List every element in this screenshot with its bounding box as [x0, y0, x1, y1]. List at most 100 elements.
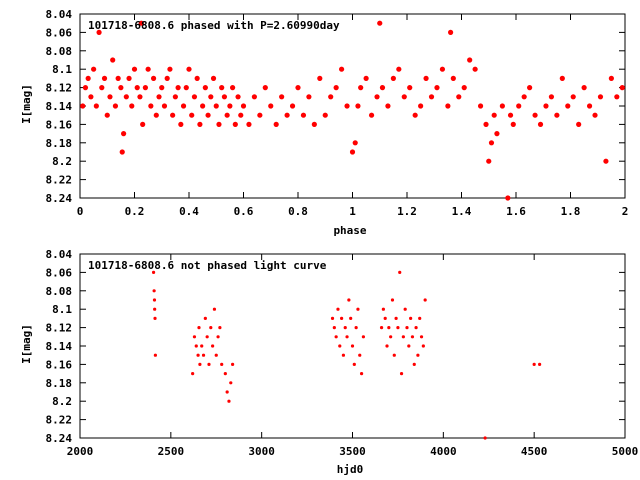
phased-data-point — [401, 94, 407, 100]
unphased-data-point — [389, 335, 393, 339]
unphased-x-tick-label: 4000 — [430, 445, 457, 458]
phased-y-tick-label: 8.16 — [46, 118, 73, 131]
unphased-data-point — [418, 316, 422, 320]
phased-data-point — [472, 66, 478, 72]
phased-data-point — [507, 112, 514, 118]
phased-x-tick-label: 1 — [349, 205, 356, 218]
unphased-data-point — [203, 316, 207, 320]
phased-data-point — [118, 85, 124, 91]
phased-data-point — [322, 112, 328, 118]
phased-data-point — [85, 75, 91, 81]
phased-data-point — [532, 112, 538, 118]
phased-chart: 8.04 8.06 8.08 8.1 8.12 8.14 8.16 8.18 8.2 8.22 8.… — [20, 8, 628, 237]
unphased-data-point — [394, 316, 398, 320]
phased-y-tick-label: 8.24 — [46, 192, 73, 205]
phased-points — [80, 20, 625, 201]
phased-data-point — [189, 112, 195, 118]
unphased-data-point — [409, 316, 413, 320]
phased-data-point — [138, 20, 144, 26]
unphased-data-point — [412, 362, 416, 366]
phased-data-point — [317, 75, 323, 81]
unphased-data-point — [352, 362, 356, 366]
phased-data-point — [300, 112, 307, 118]
phased-data-point — [134, 85, 140, 91]
phased-data-point — [186, 66, 192, 72]
unphased-data-point — [153, 316, 157, 320]
unphased-data-point — [538, 362, 542, 366]
phased-data-point — [537, 121, 544, 127]
unphased-ticks: 8.04 8.06 8.08 8.1 8.12 8.14 8.16 8.18 8.2 8.22 8.… — [46, 248, 639, 458]
phased-data-point — [445, 103, 451, 109]
unphased-chart: 8.04 8.06 8.08 8.1 8.12 8.14 8.16 8.18 8.2 8.22 8.… — [20, 248, 638, 476]
phased-data-point — [339, 66, 345, 72]
phased-data-point — [268, 103, 274, 109]
unphased-data-point — [354, 326, 358, 330]
phased-data-point — [235, 94, 241, 100]
phased-data-point — [516, 103, 522, 109]
unphased-x-tick-label: 4500 — [521, 445, 548, 458]
unphased-x-tick-label: 2500 — [158, 445, 185, 458]
phased-data-point — [156, 94, 162, 100]
phased-data-point — [488, 140, 495, 146]
phased-data-point — [213, 103, 219, 109]
phased-data-point — [219, 85, 225, 91]
unphased-y-tick-label: 8.18 — [46, 377, 73, 390]
phased-data-point — [368, 112, 375, 118]
phased-data-point — [191, 94, 198, 100]
phased-y-tick-label: 8.08 — [46, 45, 73, 58]
phased-data-point — [99, 85, 105, 91]
phased-data-point — [194, 75, 200, 81]
phased-data-point — [418, 103, 424, 109]
phased-data-point — [477, 103, 484, 109]
phased-data-point — [238, 112, 244, 118]
phased-data-point — [178, 121, 184, 127]
phased-data-point — [123, 94, 129, 100]
phased-data-point — [423, 75, 429, 81]
phased-data-point — [608, 75, 614, 81]
phased-y-tick-label: 8.1 — [52, 63, 72, 76]
phased-data-point — [183, 85, 189, 91]
phased-data-point — [385, 103, 391, 109]
unphased-data-point — [347, 298, 351, 302]
phased-data-point — [510, 121, 516, 127]
phased-y-tick-label: 8.04 — [46, 8, 73, 21]
unphased-points — [151, 270, 542, 440]
phased-data-point — [91, 66, 97, 72]
phased-data-point — [140, 121, 146, 127]
phased-data-point — [112, 103, 119, 109]
phased-data-point — [137, 94, 143, 100]
phased-data-point — [224, 112, 230, 118]
phased-x-tick-label: 1.8 — [561, 205, 581, 218]
phased-data-point — [164, 75, 170, 81]
phased-data-point — [456, 94, 462, 100]
unphased-y-tick-label: 8.16 — [46, 358, 73, 371]
unphased-data-point — [421, 344, 425, 348]
phased-data-point — [115, 75, 121, 81]
unphased-data-point — [152, 298, 157, 302]
phased-data-point — [172, 94, 178, 100]
phased-x-tick-label: 1.2 — [397, 205, 417, 218]
phased-data-point — [202, 85, 208, 91]
phased-data-point — [227, 103, 233, 109]
phased-data-point — [548, 94, 555, 100]
unphased-data-point — [349, 316, 353, 320]
phased-x-tick-label: 0.6 — [234, 205, 254, 218]
phased-data-point — [428, 94, 435, 100]
phased-data-point — [483, 121, 489, 127]
phased-data-point — [273, 121, 279, 127]
unphased-data-point — [343, 326, 347, 330]
phased-x-tick-label: 1.6 — [506, 205, 526, 218]
unphased-x-axis-label: hjd0 — [337, 463, 364, 476]
phased-data-point — [131, 66, 138, 72]
phased-data-point — [150, 75, 157, 81]
unphased-title: 101718-6808.6 not phased light curve — [88, 259, 327, 272]
unphased-data-point — [410, 335, 415, 339]
phased-data-point — [221, 94, 228, 100]
unphased-data-point — [227, 399, 231, 403]
phased-data-point — [581, 85, 587, 91]
unphased-data-point — [407, 344, 411, 348]
phased-x-tick-label: 2 — [622, 205, 629, 218]
phased-data-point — [104, 112, 110, 118]
phased-data-point — [491, 112, 497, 118]
phased-data-point — [390, 75, 396, 81]
